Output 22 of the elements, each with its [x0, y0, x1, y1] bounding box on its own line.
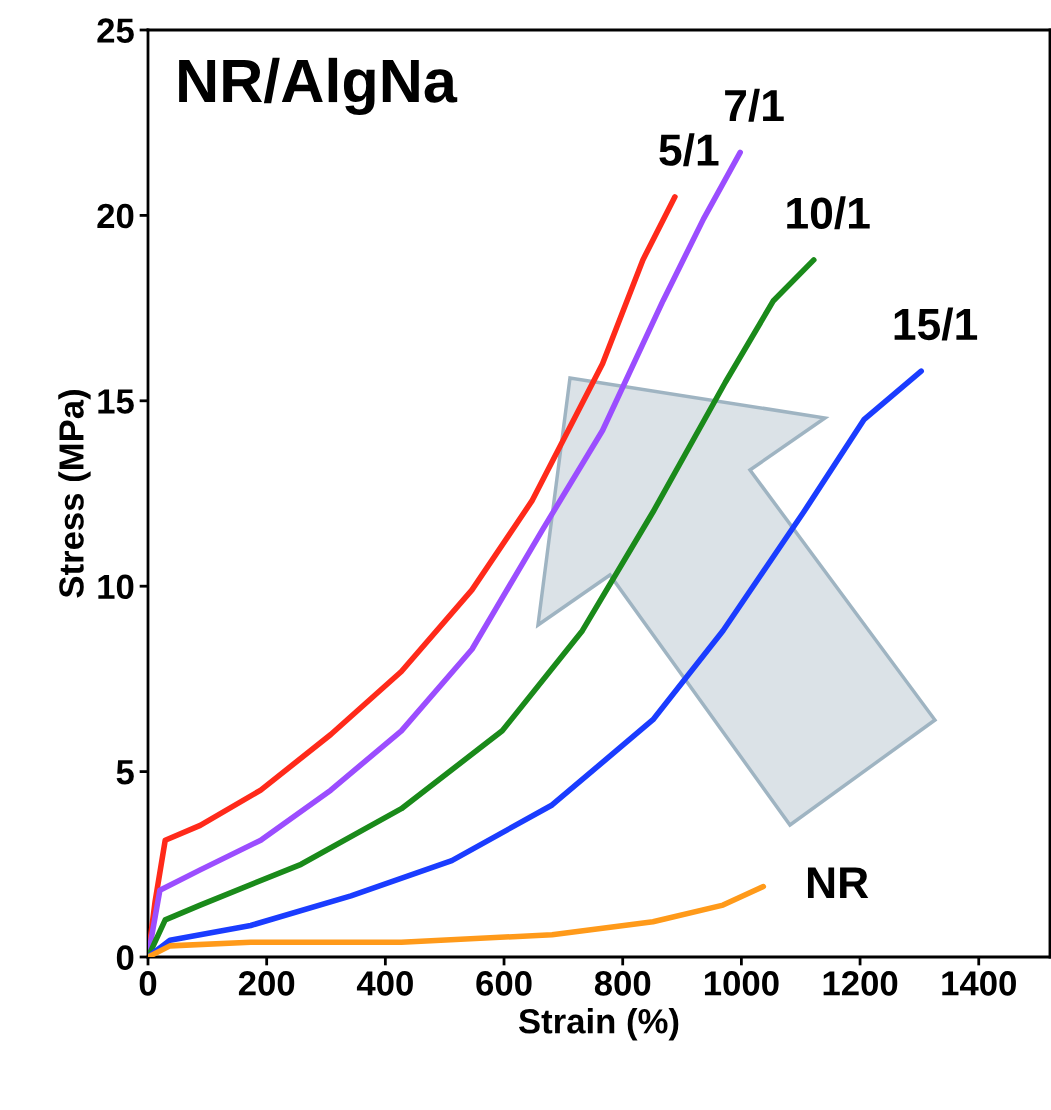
series-label: 7/1: [725, 88, 784, 122]
series-label: 15/1: [894, 307, 978, 341]
x-tick-label: 800: [594, 971, 651, 996]
y-axis-title: Stress (MPa): [58, 390, 91, 598]
y-tick-label: 25: [97, 18, 134, 43]
x-tick-label: 1000: [704, 971, 779, 996]
series-label: 10/1: [787, 196, 870, 230]
y-tick-label: 5: [116, 760, 134, 785]
x-tick-label: 1400: [942, 971, 1016, 996]
y-tick-label: 20: [97, 203, 134, 229]
x-tick-label: 400: [356, 971, 413, 996]
y-tick-label: 15: [98, 389, 134, 414]
x-axis-title: Strain (%): [518, 1008, 679, 1041]
y-tick-label: 10: [98, 574, 134, 600]
series-label: 5/1: [659, 133, 719, 167]
y-tick-label: 0: [116, 945, 134, 970]
x-tick-label: 1200: [823, 971, 898, 996]
x-tick-label: 200: [238, 971, 295, 996]
series-label: NR: [807, 867, 869, 899]
annotation: NR/AlgNa: [179, 57, 458, 116]
x-tick-label: 0: [139, 971, 157, 996]
x-tick-label: 600: [476, 971, 532, 996]
